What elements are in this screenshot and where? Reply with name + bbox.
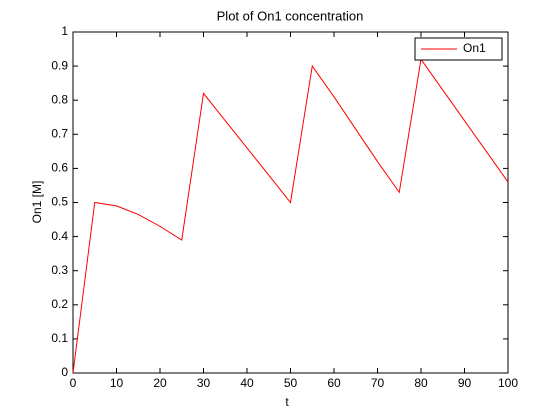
- y-tick-label: 0.4: [51, 229, 68, 243]
- y-tick-label: 0.7: [51, 126, 68, 140]
- y-tick-label: 0.8: [51, 92, 68, 106]
- x-tick-label: 10: [110, 376, 124, 390]
- x-tick-label: 70: [371, 376, 385, 390]
- x-tick-label: 30: [197, 376, 211, 390]
- y-tick-label: 0.6: [51, 161, 68, 175]
- legend-box: [414, 37, 503, 61]
- x-tick-label: 60: [327, 376, 341, 390]
- y-tick-label: 0.3: [51, 263, 68, 277]
- x-tick-label: 0: [70, 376, 77, 390]
- x-tick-label: 40: [240, 376, 254, 390]
- x-tick-label: 100: [498, 376, 518, 390]
- y-tick-label: 0: [61, 365, 68, 379]
- x-tick-label: 80: [414, 376, 428, 390]
- x-axis-label: t: [285, 395, 289, 409]
- y-tick-label: 0.5: [51, 195, 68, 209]
- y-tick-label: 0.9: [51, 58, 68, 72]
- legend-label: On1: [463, 41, 486, 55]
- y-tick-label: 0.2: [51, 297, 68, 311]
- y-tick-label: 0.1: [51, 331, 68, 345]
- y-tick-label: 1: [61, 24, 68, 38]
- x-tick-label: 50: [284, 376, 298, 390]
- y-axis-label: On1 [M]: [30, 181, 44, 224]
- x-tick-label: 90: [458, 376, 472, 390]
- data-line: [72, 57, 509, 374]
- chart-title: Plot of On1 concentration: [217, 8, 364, 23]
- x-tick-label: 20: [153, 376, 167, 390]
